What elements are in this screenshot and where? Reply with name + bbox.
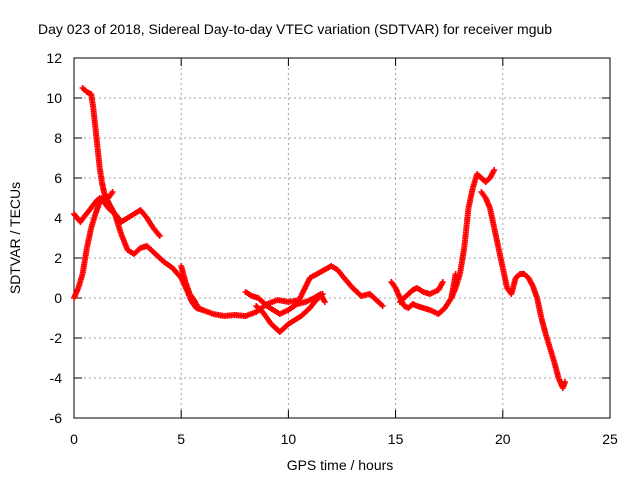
chart-title: Day 023 of 2018, Sidereal Day-to-day VTE… — [38, 21, 552, 37]
data-points — [71, 85, 568, 391]
y-tick-label: 0 — [54, 290, 62, 306]
x-tick-label: 20 — [495, 431, 511, 447]
y-tick-label: 2 — [54, 250, 62, 266]
data-point — [379, 303, 386, 309]
x-axis-label: GPS time / hours — [287, 457, 394, 473]
x-tick-label: 10 — [281, 431, 297, 447]
x-tick-label: 25 — [602, 431, 618, 447]
x-tick-label: 5 — [177, 431, 185, 447]
y-tick-label: 6 — [54, 170, 62, 186]
plot-frame — [73, 57, 611, 419]
data-point — [199, 307, 206, 313]
x-tick-label: 15 — [388, 431, 404, 447]
y-axis-label: SDTVAR / TECUs — [7, 182, 23, 294]
y-tick-label: 4 — [54, 210, 62, 226]
y-tick-label: -4 — [50, 370, 63, 386]
x-tick-label: 0 — [70, 431, 78, 447]
data-point — [491, 167, 498, 173]
y-tick-label: -6 — [50, 410, 63, 426]
y-tick-label: -2 — [50, 330, 63, 346]
y-tick-label: 8 — [54, 130, 62, 146]
data-point — [321, 299, 328, 305]
y-tick-label: 10 — [46, 90, 62, 106]
data-point — [109, 189, 116, 195]
y-tick-label: 12 — [46, 50, 62, 66]
axis-ticks: 0 5 10 15 20 25 -6 -4 -2 0 2 4 6 8 10 12 — [46, 50, 618, 447]
data-point — [156, 233, 163, 239]
data-point — [319, 291, 326, 297]
data-point — [439, 279, 446, 285]
data-point — [561, 379, 568, 385]
grid-lines — [74, 58, 610, 418]
